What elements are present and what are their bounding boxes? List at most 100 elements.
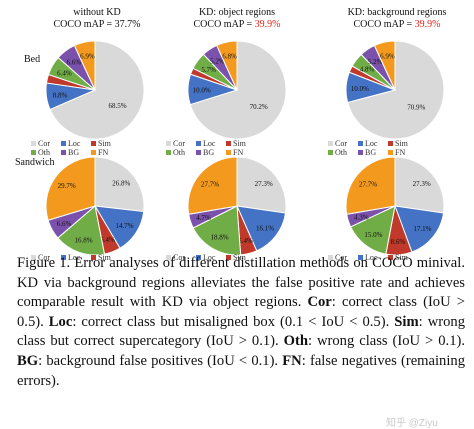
column-title-kd-background: KD: background regions (347, 7, 447, 18)
legend-label-bg: BG (68, 148, 79, 157)
legend-swatch-fn (388, 150, 393, 155)
figure-caption: Figure 1. Error analyses of different di… (17, 254, 465, 391)
data-label-cor: 70.2% (250, 103, 268, 111)
pie-slice-fn (45, 156, 96, 221)
legend-swatch-loc (358, 141, 363, 146)
legend-swatch-sim (388, 255, 393, 260)
pie-bed-3: 70.9% 10.0% 4.8%5.2%6.9% Cor Loc Sim Oth BG FN (328, 40, 445, 157)
data-label-oth: 5.7% (201, 66, 216, 74)
term-fn: FN (282, 352, 302, 369)
row-label-sandwich: Sandwich (15, 157, 55, 168)
map-value-highlight: 39.9% (254, 19, 281, 30)
term-loc: Loc (48, 313, 73, 330)
data-label-sim: 5.4% (100, 236, 115, 244)
legend-label-cor: Cor (335, 139, 347, 148)
legend-label-sim: Sim (395, 253, 409, 262)
legend-swatch-sim (91, 255, 96, 260)
pie-sandwich-3: 27.3%17.1%8.6%15.0%4.3%27.7%CorLocSimOth… (328, 156, 445, 262)
term-cor: Cor (307, 294, 332, 311)
def-sim: : wrong class but correct supercategory … (17, 313, 465, 350)
legend-label-sim: Sim (98, 253, 112, 262)
legend-swatch-oth (166, 150, 171, 155)
pie-slice-cor (394, 156, 445, 214)
legend-label-loc: Loc (365, 253, 378, 262)
legend-label-cor: Cor (173, 139, 185, 148)
map-value: 37.7% (114, 19, 141, 30)
pie-sandwich-2: 27.3%16.1%5.4%18.8%4.7%27.7%CorLocSimOth… (166, 156, 287, 262)
map-prefix: COCO mAP = (353, 19, 415, 30)
legend-swatch-cor (166, 141, 171, 146)
def-loc: : correct class but misaligned box (0.1 … (72, 313, 395, 330)
legend-swatch-loc (61, 141, 66, 146)
legend-swatch-cor (328, 255, 333, 260)
legend-label-sim: Sim (233, 139, 247, 148)
legend-swatch-loc (358, 255, 363, 260)
data-label-cor: 26.8% (112, 180, 130, 188)
pie-slice-fn (345, 156, 396, 215)
pie-slice-fn (73, 40, 96, 91)
legend-swatch-sim (388, 141, 393, 146)
data-label-loc: 8.8% (53, 92, 68, 100)
map-value-highlight: 39.9% (414, 19, 441, 30)
pie-slice-fn (216, 40, 238, 91)
legend-label-bg: BG (365, 148, 376, 157)
data-label-fn: 27.7% (201, 180, 219, 188)
data-label-fn: 6.9% (380, 53, 395, 61)
legend-label-loc: Loc (203, 139, 216, 148)
data-label-cor: 70.9% (407, 104, 425, 112)
data-label-bg: 6.6% (67, 59, 82, 67)
data-label-fn: 6.8% (222, 53, 237, 61)
legend-swatch-loc (196, 141, 201, 146)
data-label-oth: 16.8% (74, 236, 92, 244)
legend-swatch-bg (61, 150, 66, 155)
pie-slice-cor (94, 156, 145, 213)
data-label-oth: 4.8% (360, 65, 375, 73)
data-label-fn: 29.7% (58, 182, 76, 190)
data-label-bg: 4.3% (354, 214, 369, 222)
legend-label-cor: Cor (173, 253, 185, 262)
legend-swatch-bg (196, 150, 201, 155)
legend-swatch-oth (31, 150, 36, 155)
legend-swatch-sim (91, 141, 96, 146)
data-label-cor: 68.5% (108, 102, 126, 110)
data-label-bg: 5.2% (368, 58, 383, 66)
pie-bed-2: 70.2% 10.0% 5.7%5.2%6.8% Cor Loc Sim Oth BG FN (166, 40, 287, 157)
legend-label-fn: FN (395, 148, 405, 157)
data-label-loc: 14.7% (116, 222, 134, 230)
legend-swatch-cor (31, 255, 36, 260)
term-oth: Oth (283, 333, 308, 350)
pie-bed-1: 68.5% 8.8% 6.4% 6.6%6.9% Cor Loc Sim Oth BG FN (31, 40, 145, 157)
legend-swatch-cor (166, 255, 171, 260)
legend-label-oth: Oth (335, 148, 347, 157)
pie-slice-fn (187, 156, 238, 215)
data-label-bg: 4.7% (196, 214, 211, 222)
legend-label-oth: Oth (173, 148, 185, 157)
legend-label-cor: Cor (38, 253, 50, 262)
legend-label-loc: Loc (68, 139, 81, 148)
data-label-cor: 27.3% (255, 180, 273, 188)
legend-label-bg: BG (203, 148, 214, 157)
legend-label-sim: Sim (233, 253, 247, 262)
def-fn: : false negatives (remaining errors). (17, 352, 466, 389)
def-oth: : wrong class (IoU > 0.1). (307, 333, 465, 350)
legend-label-loc: Loc (365, 139, 378, 148)
legend-swatch-sim (226, 255, 231, 260)
legend-label-cor: Cor (335, 253, 347, 262)
column-map-kd-object: COCO mAP = 39.9% (162, 19, 312, 31)
column-title-kd-object: KD: object regions (198, 7, 276, 18)
legend-label-fn: FN (233, 148, 243, 157)
term-bg: BG (17, 352, 39, 369)
data-label-loc: 16.1% (256, 224, 274, 232)
legend-swatch-oth (328, 150, 333, 155)
pie-slice-fn (373, 40, 396, 91)
pie-slice-oth (57, 205, 106, 256)
legend-label-loc: Loc (68, 253, 81, 262)
pie-slice-oth (192, 205, 242, 256)
data-label-bg: 6.6% (57, 220, 72, 228)
pie-slice-cor (236, 156, 287, 214)
data-label-sim: 8.6% (391, 238, 406, 246)
data-label-loc: 10.0% (193, 87, 211, 95)
data-label-oth: 6.4% (57, 69, 72, 77)
data-label-loc: 10.0% (351, 85, 369, 93)
legend-swatch-sim (226, 141, 231, 146)
